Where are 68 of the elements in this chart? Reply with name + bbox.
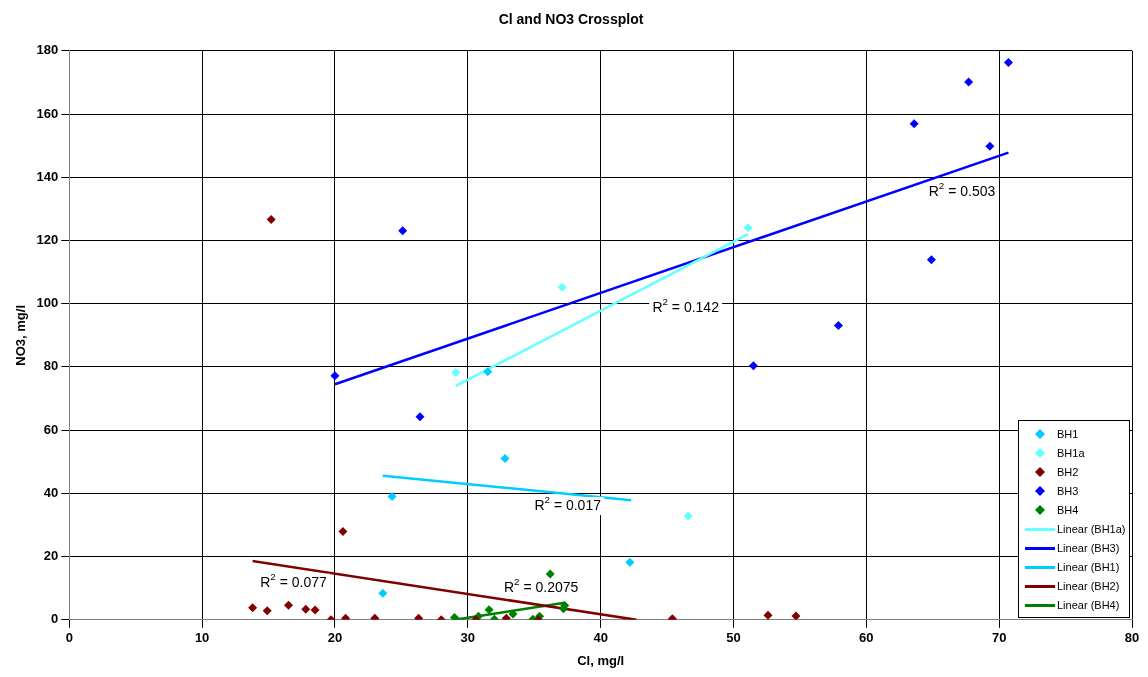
point — [557, 282, 567, 292]
point — [370, 613, 380, 620]
point — [508, 609, 518, 619]
y-tick-label: 100 — [36, 295, 59, 311]
y-tick-label: 60 — [43, 421, 59, 437]
x-axis-title: Cl, mg/l — [577, 652, 625, 668]
point — [763, 610, 773, 620]
legend-label: Linear (BH4) — [1057, 599, 1120, 612]
point — [450, 613, 460, 620]
point — [500, 454, 510, 464]
legend-label: Linear (BH3) — [1057, 542, 1120, 555]
point — [283, 600, 293, 610]
point — [387, 492, 397, 502]
point — [451, 368, 461, 378]
point — [743, 223, 753, 233]
x-tick-label: 40 — [593, 630, 608, 646]
point — [926, 255, 936, 265]
point — [791, 611, 801, 620]
point — [1003, 58, 1013, 67]
point — [625, 557, 635, 567]
point — [484, 605, 494, 615]
point — [501, 613, 511, 620]
point — [415, 412, 425, 422]
x-tick-label: 0 — [65, 630, 73, 646]
x-tick-label: 80 — [1124, 630, 1140, 646]
point — [378, 588, 388, 598]
y-tick-label: 120 — [36, 232, 59, 248]
chart-title: Cl and NO3 Crossplot — [498, 11, 644, 28]
point — [248, 603, 258, 613]
y-tick-label: 140 — [36, 168, 59, 184]
y-tick-label: 0 — [51, 611, 59, 627]
point — [748, 361, 758, 371]
legend-label: Linear (BH2) — [1057, 580, 1120, 593]
point — [483, 367, 493, 377]
y-tick-label: 40 — [43, 484, 59, 500]
point — [301, 604, 311, 614]
x-tick-label: 20 — [327, 630, 343, 646]
y-tick-label: 160 — [36, 105, 59, 121]
legend-label: Linear (BH1) — [1057, 561, 1120, 574]
x-tick-label: 70 — [991, 630, 1007, 646]
point — [266, 215, 276, 225]
point — [833, 321, 843, 330]
y-tick-label: 20 — [43, 548, 59, 564]
legend-label: BH3 — [1057, 485, 1079, 498]
point — [330, 371, 340, 381]
point — [964, 77, 974, 87]
point — [262, 606, 272, 616]
legend-label: BH1a — [1057, 447, 1085, 460]
point — [414, 613, 424, 620]
point — [338, 527, 348, 537]
x-tick-label: 60 — [859, 630, 874, 646]
legend-label: BH1 — [1057, 428, 1079, 441]
point — [310, 605, 320, 615]
point — [985, 141, 995, 151]
point — [398, 226, 408, 236]
point — [545, 569, 555, 579]
x-tick-label: 30 — [460, 630, 476, 646]
x-tick-label: 50 — [726, 630, 741, 646]
legend-label: Linear (BH1a) — [1057, 523, 1126, 536]
point — [909, 119, 919, 129]
y-tick-label: 80 — [43, 358, 59, 374]
point — [341, 613, 351, 620]
legend-label: BH2 — [1057, 466, 1079, 479]
legend-label: BH4 — [1057, 504, 1079, 517]
point — [683, 511, 693, 521]
y-tick-label: 180 — [36, 42, 59, 58]
y-axis-title: NO3, mg/l — [13, 304, 29, 366]
x-tick-label: 10 — [194, 630, 210, 646]
